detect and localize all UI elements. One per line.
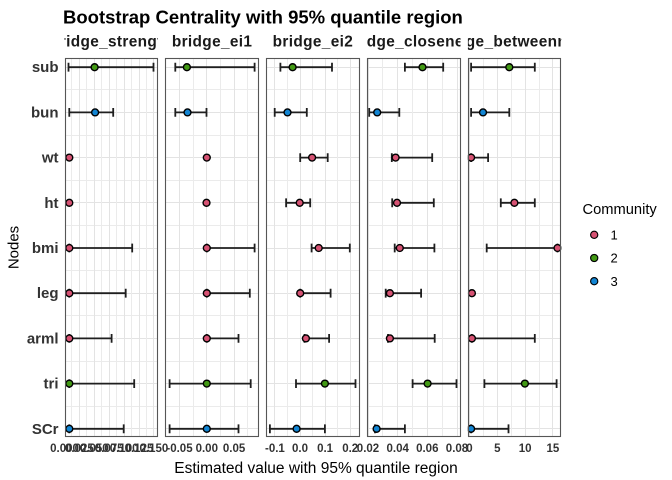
svg-text:SCr: SCr — [32, 421, 59, 438]
svg-text:bridge_betweenness: bridge_betweenness — [435, 34, 594, 51]
svg-text:0.05: 0.05 — [223, 443, 246, 455]
svg-text:0.150: 0.150 — [140, 443, 169, 455]
svg-text:0.025: 0.025 — [65, 443, 94, 455]
svg-text:0.1: 0.1 — [317, 443, 334, 455]
svg-text:-0.05: -0.05 — [166, 443, 193, 455]
svg-text:Bootstrap Centrality with 95%: Bootstrap Centrality with 95% quantile r… — [63, 7, 463, 28]
svg-text:Estimated value with 95% quant: Estimated value with 95% quantile region — [174, 460, 457, 477]
svg-text:bridge_ei2: bridge_ei2 — [273, 34, 353, 51]
svg-text:0.050: 0.050 — [80, 443, 109, 455]
svg-text:Community: Community — [583, 202, 658, 218]
svg-text:bridge_strength: bridge_strength — [50, 34, 172, 51]
svg-text:0.08: 0.08 — [446, 443, 469, 455]
svg-text:15: 15 — [547, 443, 560, 455]
svg-text:Nodes: Nodes — [6, 226, 23, 269]
svg-text:0.00: 0.00 — [196, 443, 218, 455]
svg-text:bun: bun — [31, 104, 59, 121]
svg-text:bridge_closeness: bridge_closeness — [346, 34, 482, 51]
svg-text:0.2: 0.2 — [342, 443, 358, 455]
svg-text:0.04: 0.04 — [387, 443, 410, 455]
svg-text:0: 0 — [466, 443, 472, 455]
svg-text:5: 5 — [494, 443, 501, 455]
svg-text:0.125: 0.125 — [125, 443, 154, 455]
svg-text:2: 2 — [611, 251, 618, 266]
svg-text:sub: sub — [32, 59, 59, 76]
svg-text:wt: wt — [41, 150, 59, 167]
svg-text:0.075: 0.075 — [95, 443, 124, 455]
svg-text:1: 1 — [611, 227, 618, 242]
svg-text:arml: arml — [27, 330, 59, 347]
svg-text:0.000: 0.000 — [50, 443, 79, 455]
svg-text:0.06: 0.06 — [416, 443, 438, 455]
svg-text:0.02: 0.02 — [357, 443, 379, 455]
svg-text:ht: ht — [44, 195, 58, 212]
svg-text:10: 10 — [519, 443, 532, 455]
svg-text:-0.1: -0.1 — [265, 443, 285, 455]
svg-text:tri: tri — [44, 376, 59, 393]
svg-text:0.100: 0.100 — [110, 443, 139, 455]
svg-text:0.0: 0.0 — [292, 443, 308, 455]
svg-text:leg: leg — [37, 285, 59, 302]
svg-text:3: 3 — [611, 274, 618, 289]
svg-text:bridge_ei1: bridge_ei1 — [172, 34, 253, 51]
svg-text:bmi: bmi — [32, 240, 59, 257]
